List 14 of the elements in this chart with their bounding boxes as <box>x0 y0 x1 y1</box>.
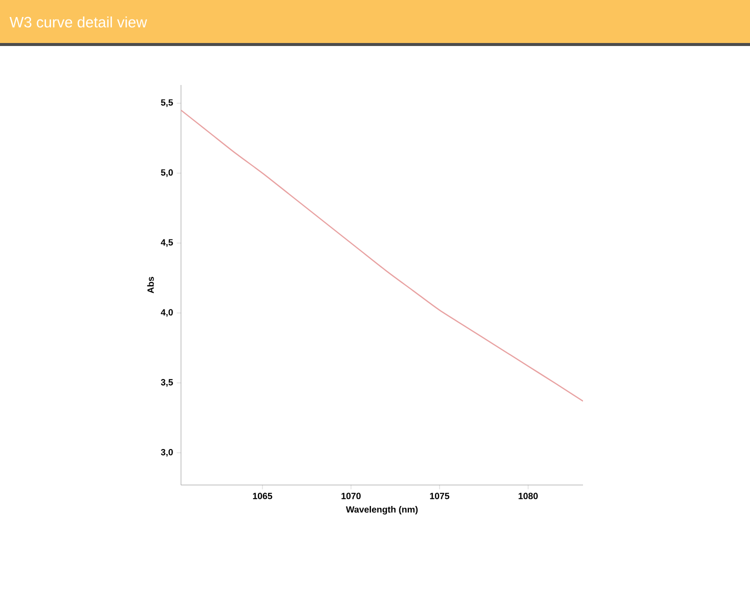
line-series <box>181 110 584 402</box>
y-tick-label: 5,5 <box>160 99 173 107</box>
x-axis-title: Wavelength (nm) <box>346 506 418 514</box>
x-tick-label: 1065 <box>253 492 272 500</box>
chart-title: W3 curve detail view <box>10 16 148 28</box>
x-tick-label: 1075 <box>430 492 450 500</box>
y-axis-title: Abs <box>147 276 154 294</box>
x-tick-label: 1080 <box>518 492 538 500</box>
y-tick-label: 3,5 <box>160 379 173 387</box>
y-tick-label: 4,0 <box>160 309 173 317</box>
y-tick-label: 3,0 <box>160 448 173 457</box>
y-tick-label: 5,0 <box>160 169 173 177</box>
y-tick-label: 4,5 <box>160 239 173 247</box>
x-tick-label: 1070 <box>342 492 361 500</box>
